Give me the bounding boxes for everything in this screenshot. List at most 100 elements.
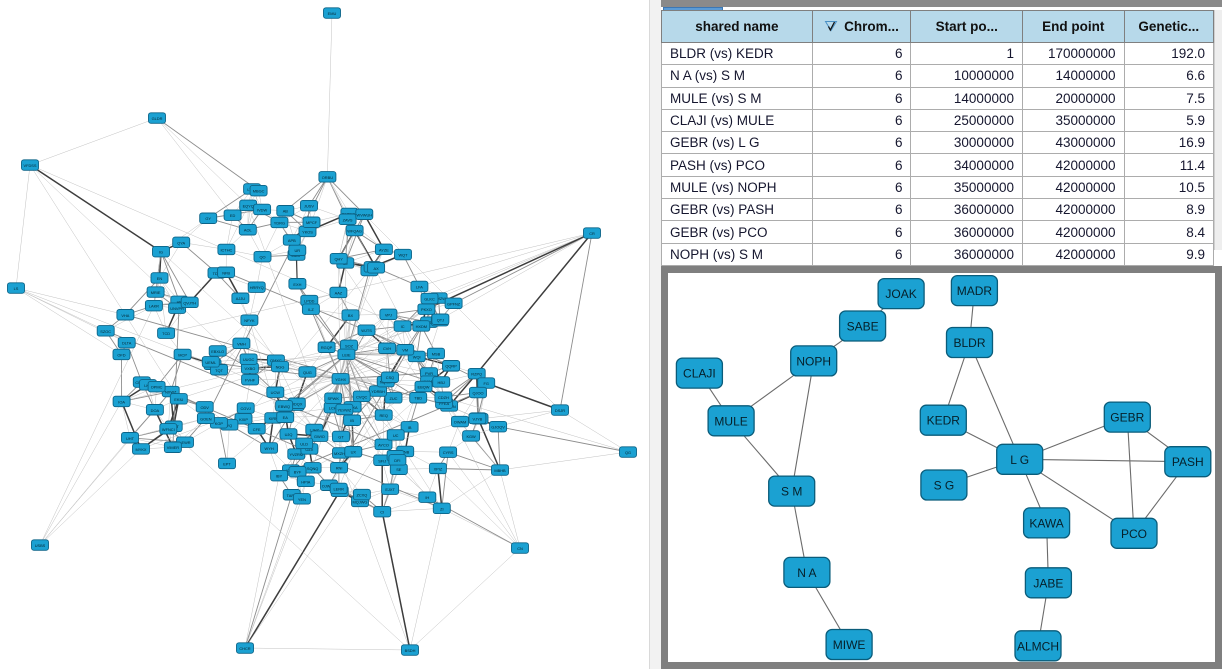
svg-text:NGG: NGG [276, 365, 285, 370]
svg-text:MADR: MADR [957, 284, 993, 298]
svg-text:GY: GY [205, 216, 211, 221]
svg-text:IBY: IBY [276, 474, 283, 479]
svg-text:WVWUH: WVWUH [357, 212, 373, 217]
svg-text:EBWQ: EBWQ [278, 404, 290, 409]
svg-text:SOZ: SOZ [345, 343, 354, 348]
svg-text:CVH: CVH [383, 346, 391, 351]
svg-text:EPT: EPT [223, 461, 231, 466]
svg-text:LPDD: LPDD [304, 299, 315, 304]
svg-text:CSQ: CSQ [386, 375, 394, 380]
svg-text:CI: CI [380, 510, 384, 515]
svg-text:YEVWZ: YEVWZ [337, 408, 351, 413]
svg-text:EA: EA [283, 415, 289, 420]
svg-text:AOL: AOL [244, 228, 253, 233]
svg-text:UHT: UHT [126, 436, 135, 441]
svg-text:PVR: PVR [425, 371, 433, 376]
svg-text:WQI: WQI [413, 355, 421, 360]
svg-text:IC: IC [401, 324, 405, 329]
svg-text:PKXO: PKXO [421, 307, 432, 312]
svg-text:NFB: NFB [222, 270, 230, 275]
svg-text:IH: IH [425, 495, 429, 500]
svg-text:EQYQ: EQYQ [243, 203, 254, 208]
svg-text:REQ: REQ [379, 413, 387, 418]
svg-text:GWIO: GWIO [314, 434, 325, 439]
svg-text:L G: L G [1010, 453, 1029, 467]
svg-text:HRRYQ: HRRYQ [250, 285, 264, 290]
svg-text:EBQW: EBQW [418, 385, 430, 390]
svg-text:LFA: LFA [416, 284, 423, 289]
svg-text:HBJ: HBJ [438, 380, 445, 385]
svg-text:LAKR: LAKR [149, 304, 159, 309]
svg-text:BSDH: BSDH [405, 648, 416, 653]
svg-text:AAZ: AAZ [335, 291, 343, 296]
svg-text:FG: FG [483, 381, 488, 386]
svg-text:XPIZ: XPIZ [434, 467, 443, 472]
svg-text:ZAVS: ZAVS [343, 217, 353, 222]
svg-text:AJJU: AJJU [236, 296, 245, 301]
svg-text:AB: AB [283, 209, 289, 214]
svg-text:MPCF: MPCF [306, 220, 318, 225]
svg-text:MIWE: MIWE [833, 638, 866, 652]
svg-text:YEN: YEN [298, 497, 306, 502]
svg-text:PASH: PASH [1172, 455, 1204, 469]
svg-text:MSB: MSB [432, 352, 441, 357]
svg-text:UEML: UEML [205, 360, 217, 365]
svg-text:QHY: QHY [334, 257, 343, 262]
svg-text:JUSV: JUSV [304, 204, 314, 209]
svg-text:MULE: MULE [714, 414, 747, 428]
svg-text:EKIU: EKIU [174, 397, 183, 402]
svg-text:BLDR: BLDR [953, 336, 985, 350]
svg-text:DLTA: DLTA [122, 341, 132, 346]
svg-text:GLKC: GLKC [424, 297, 435, 302]
svg-text:YDRBH: YDRBH [371, 389, 385, 394]
svg-text:APB: APB [288, 238, 296, 243]
svg-text:SQNQ: SQNQ [307, 466, 318, 471]
svg-text:HXDM: HXDM [416, 324, 427, 329]
svg-text:TBD: TBD [414, 396, 422, 401]
svg-text:UUGC: UUGC [243, 357, 255, 362]
svg-text:DFI: DFI [394, 458, 400, 463]
svg-text:KAWA: KAWA [1029, 516, 1063, 530]
svg-text:KGW: KGW [466, 434, 476, 439]
svg-text:AX: AX [373, 266, 379, 271]
svg-text:VFDSS: VFDSS [24, 163, 37, 168]
svg-text:CVQC: CVQC [356, 394, 367, 399]
svg-text:VPJ: VPJ [385, 312, 392, 317]
svg-text:USBS: USBS [35, 543, 46, 548]
svg-text:MRIE: MRIE [151, 290, 161, 295]
svg-text:NOPH: NOPH [796, 354, 831, 368]
svg-text:OWAM: OWAM [454, 420, 466, 425]
svg-text:GPFNZ: GPFNZ [447, 301, 461, 306]
svg-text:ICTHC: ICTHC [220, 248, 232, 253]
svg-text:ILZ: ILZ [308, 307, 314, 312]
svg-text:ZCXQ: ZCXQ [356, 493, 367, 498]
svg-text:MBGC: MBGC [253, 189, 265, 194]
svg-text:OPMC: OPMC [151, 385, 163, 390]
svg-text:GJOQV: GJOQV [491, 425, 505, 430]
svg-text:EXH: EXH [293, 282, 301, 287]
svg-text:IB: IB [408, 425, 412, 430]
svg-text:IB: IB [350, 418, 354, 423]
svg-text:QUG: QUG [303, 370, 312, 375]
svg-text:VMH: VMH [237, 341, 246, 346]
svg-text:ALMCH: ALMCH [1017, 639, 1059, 653]
svg-text:RNI: RNI [336, 466, 343, 471]
svg-text:SZOC: SZOC [100, 329, 111, 334]
svg-text:EJXT: EJXT [385, 487, 395, 492]
svg-text:QQRP: QQRP [445, 364, 457, 369]
svg-text:S G: S G [934, 479, 955, 493]
svg-text:CHCR: CHCR [239, 646, 250, 651]
svg-text:ORBU: ORBU [322, 175, 333, 180]
svg-text:AYZE: AYZE [379, 247, 389, 252]
svg-text:SABE: SABE [847, 320, 879, 334]
svg-text:ODV: ODV [200, 405, 209, 410]
svg-text:LERR: LERR [334, 486, 345, 491]
svg-text:ULD: ULD [300, 441, 308, 446]
svg-text:GEBR: GEBR [1110, 411, 1144, 425]
svg-text:LEIE: LEIE [342, 352, 351, 357]
svg-text:QJOO: QJOO [472, 391, 483, 396]
svg-text:IG: IG [159, 250, 163, 255]
svg-text:SFIJ: SFIJ [378, 458, 386, 463]
svg-text:UCW: UCW [271, 390, 281, 395]
svg-text:YDRG: YDRG [274, 220, 285, 225]
